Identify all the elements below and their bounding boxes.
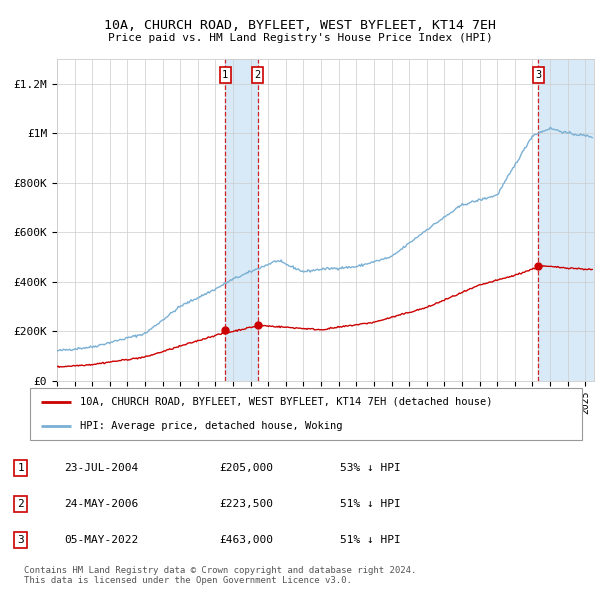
Text: Price paid vs. HM Land Registry's House Price Index (HPI): Price paid vs. HM Land Registry's House … [107, 33, 493, 42]
Text: 05-MAY-2022: 05-MAY-2022 [64, 535, 138, 545]
Text: 10A, CHURCH ROAD, BYFLEET, WEST BYFLEET, KT14 7EH: 10A, CHURCH ROAD, BYFLEET, WEST BYFLEET,… [104, 19, 496, 32]
Bar [225, 59, 258, 381]
Text: £463,000: £463,000 [220, 535, 274, 545]
Text: 2: 2 [254, 70, 260, 80]
FancyBboxPatch shape [30, 388, 582, 440]
Text: 53% ↓ HPI: 53% ↓ HPI [340, 463, 401, 473]
Text: HPI: Average price, detached house, Woking: HPI: Average price, detached house, Woki… [80, 421, 342, 431]
Text: 24-MAY-2006: 24-MAY-2006 [64, 499, 138, 509]
Text: £205,000: £205,000 [220, 463, 274, 473]
Text: 3: 3 [535, 70, 541, 80]
Bar [538, 59, 594, 381]
Text: 1: 1 [17, 463, 24, 473]
Text: 1: 1 [222, 70, 229, 80]
Text: 2: 2 [17, 499, 24, 509]
Text: 10A, CHURCH ROAD, BYFLEET, WEST BYFLEET, KT14 7EH (detached house): 10A, CHURCH ROAD, BYFLEET, WEST BYFLEET,… [80, 396, 492, 407]
Text: £223,500: £223,500 [220, 499, 274, 509]
Text: 51% ↓ HPI: 51% ↓ HPI [340, 535, 401, 545]
Text: 23-JUL-2004: 23-JUL-2004 [64, 463, 138, 473]
Text: 51% ↓ HPI: 51% ↓ HPI [340, 499, 401, 509]
Text: 3: 3 [17, 535, 24, 545]
Text: Contains HM Land Registry data © Crown copyright and database right 2024.
This d: Contains HM Land Registry data © Crown c… [24, 566, 416, 585]
